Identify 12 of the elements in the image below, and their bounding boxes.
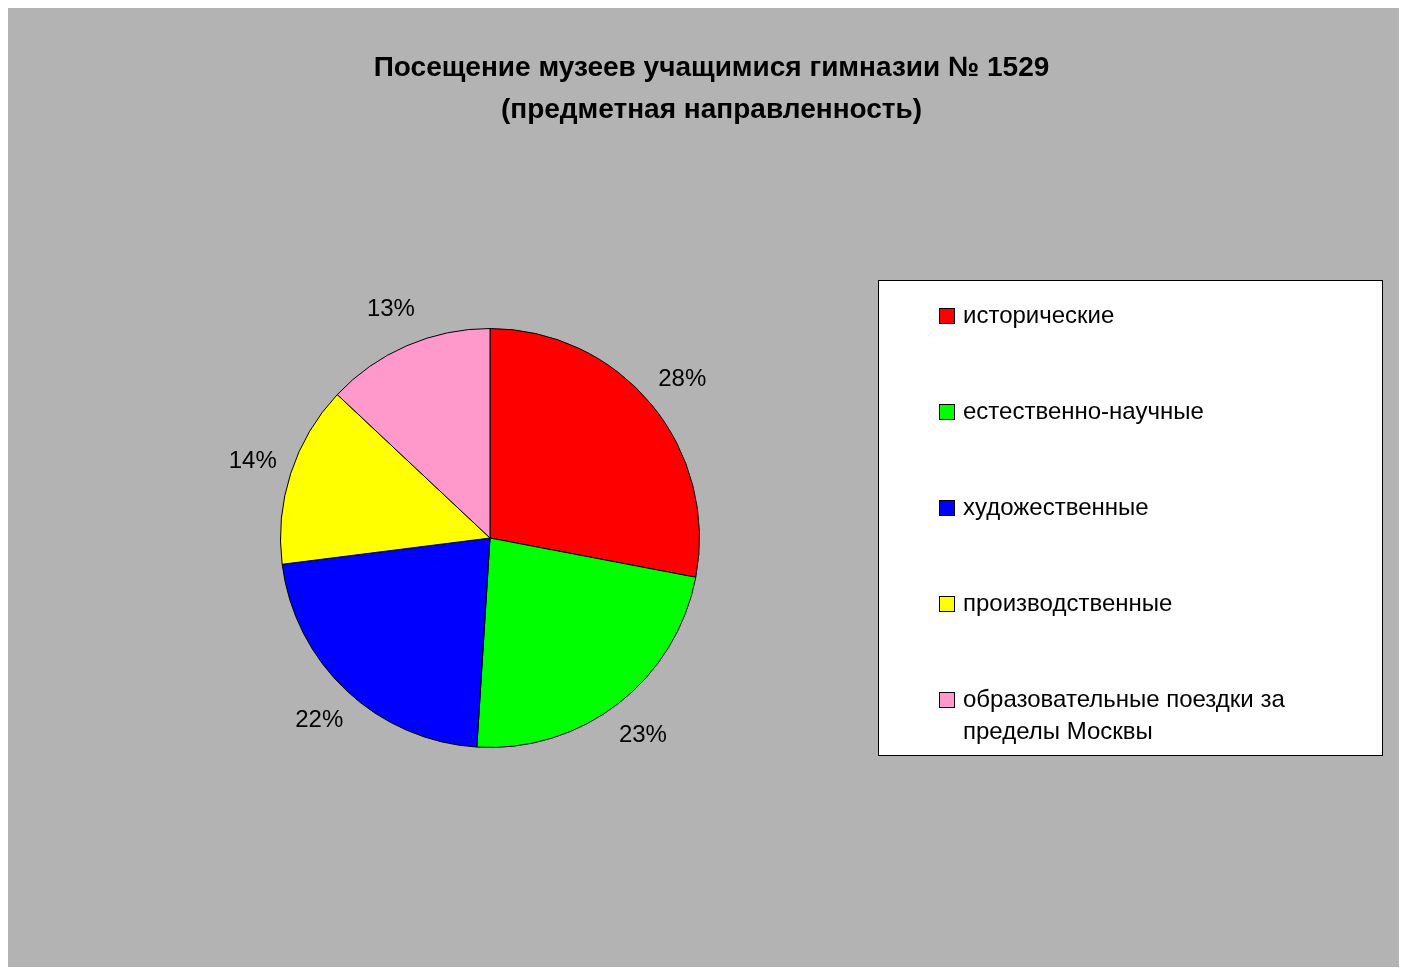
data-label: 23%	[618, 719, 667, 747]
legend-label: образовательные поездки за пределы Москвы	[963, 684, 1286, 746]
data-label: 13%	[366, 293, 415, 321]
legend-label: исторические	[963, 300, 1115, 330]
legend-label: художественные	[963, 492, 1149, 522]
legend-label: производственные	[963, 588, 1173, 618]
chart-title: Посещение музеев учащимися гимназии № 1529	[372, 50, 1051, 84]
data-label: 14%	[228, 445, 277, 473]
legend-label: естественно-научные	[963, 396, 1204, 426]
data-label: 22%	[295, 704, 344, 732]
data-label: 28%	[658, 363, 707, 391]
chart-subtitle: (предметная направленность)	[499, 92, 924, 126]
